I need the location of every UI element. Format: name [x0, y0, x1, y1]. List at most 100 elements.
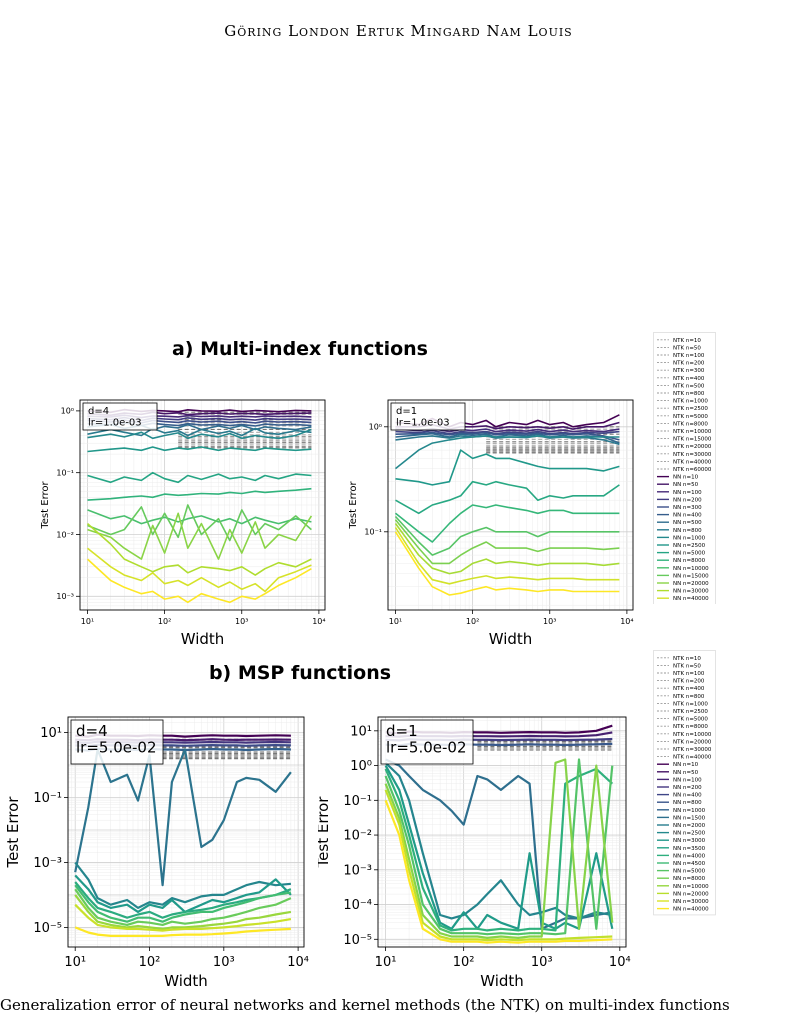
annotation-text: d=1	[386, 722, 418, 740]
legend-entry: NN n=2500	[673, 831, 706, 837]
running-header: Göring London Ertuk Mingard Nam Louis	[0, 22, 797, 40]
x-axis-label: Width	[480, 972, 524, 990]
legend-entry: NN n=50	[673, 770, 699, 776]
legend-entry: NTK n=800	[673, 694, 705, 700]
legend-entry: NN n=4500	[673, 861, 706, 867]
legend-entry: NN n=300	[673, 505, 702, 511]
x-tick-label: 10¹	[375, 955, 397, 970]
legend-entry: NN n=5000	[673, 869, 706, 875]
legend-entry: NN n=200	[673, 497, 702, 503]
legend-entry: NN n=2000	[673, 823, 706, 829]
y-tick-label: 10⁰	[350, 759, 372, 774]
legend-entry: NN n=30000	[673, 589, 709, 595]
y-tick-label: 10⁻⁵	[343, 933, 372, 948]
section-title-multi-index: a) Multi-index functions	[0, 338, 600, 360]
annotation-text: lr=5.0e-02	[76, 739, 157, 757]
x-tick-label: 10¹	[389, 617, 402, 626]
legend-entry: NTK n=300	[673, 368, 705, 374]
legend-entry: NN n=800	[673, 528, 702, 534]
y-axis-label: Test Error	[348, 480, 359, 529]
annotation-text: d=1	[396, 406, 417, 417]
legend-entry: NTK n=15000	[673, 437, 712, 443]
legend-entry: NTK n=200	[673, 361, 705, 367]
x-tick-label: 10¹	[81, 617, 94, 626]
legend-entry: NN n=500	[673, 520, 702, 526]
legend-entry: NTK n=20000	[673, 739, 712, 745]
legend-entry: NTK n=60000	[673, 467, 712, 473]
x-tick-label: 10¹	[64, 955, 86, 970]
legend-entry: NN n=20000	[673, 581, 709, 587]
legend-entry: NN n=1000	[673, 808, 706, 814]
legend-entry: NTK n=5000	[673, 414, 708, 420]
x-tick-label: 10²	[466, 617, 479, 626]
y-axis-label: Test Error	[318, 796, 332, 869]
x-tick-label: 10³	[543, 617, 556, 626]
legend-entry: NTK n=10	[673, 656, 701, 662]
x-tick-label: 10⁴	[609, 955, 631, 970]
legend-entry: NTK n=20000	[673, 444, 712, 450]
y-tick-label: 10⁰	[61, 407, 74, 416]
x-tick-label: 10³	[213, 955, 235, 970]
legend-entry: NTK n=8000	[673, 421, 708, 427]
legend-entry: NN n=100	[673, 490, 702, 496]
legend-entry: NN n=15000	[673, 573, 709, 579]
x-tick-label: 10³	[235, 617, 248, 626]
legend-entry: NTK n=40000	[673, 755, 712, 761]
legend-entry: NN n=2500	[673, 543, 706, 549]
legend-entry: NN n=30000	[673, 899, 709, 905]
x-tick-label: 10²	[453, 955, 475, 970]
legend-entry: NN n=3000	[673, 838, 706, 844]
legend-entry: NTK n=50	[673, 345, 701, 351]
legend-entry: NN n=40000	[673, 596, 709, 602]
x-tick-label: 10²	[158, 617, 171, 626]
legend-entry: NTK n=1000	[673, 701, 708, 707]
legend-entry: NN n=4000	[673, 853, 706, 859]
y-axis-label: Test Error	[40, 480, 51, 529]
legend-entry: NN n=400	[673, 513, 702, 519]
legend-entry: NTK n=400	[673, 376, 705, 382]
legend-entry: NN n=400	[673, 793, 702, 799]
legend-entry: NN n=200	[673, 785, 702, 791]
x-tick-label: 10⁴	[287, 955, 309, 970]
legend-entry: NN n=10	[673, 762, 699, 768]
y-tick-label: 10⁻³	[343, 863, 372, 878]
legend-entry: NTK n=2500	[673, 406, 708, 412]
legend-entry: NN n=8000	[673, 876, 706, 882]
legend-entry: NN n=8000	[673, 558, 706, 564]
annotation-text: lr=1.0e-03	[88, 418, 142, 429]
legend-entry: NTK n=1000	[673, 399, 708, 405]
legend-entry: NTK n=200	[673, 679, 705, 685]
legend-entry: NN n=1000	[673, 535, 706, 541]
legend-entry: NN n=1500	[673, 815, 706, 821]
legend-entry: NTK n=5000	[673, 717, 708, 723]
x-tick-label: 10²	[139, 955, 161, 970]
y-tick-label: 10⁻⁴	[343, 898, 372, 913]
legend-entry: NTK n=500	[673, 383, 705, 389]
y-tick-label: 10⁻²	[56, 530, 74, 539]
x-axis-label: Width	[164, 972, 208, 990]
legend-entry: NTK n=8000	[673, 724, 708, 730]
legend-entry: NTK n=10	[673, 338, 701, 344]
y-tick-label: 10⁻²	[343, 829, 372, 844]
y-axis-label: Test Error	[4, 796, 22, 869]
annotation-text: d=4	[88, 406, 109, 417]
legend-entry: NTK n=2500	[673, 709, 708, 715]
legend-entry: NTK n=50	[673, 663, 701, 669]
legend-entry: NTK n=100	[673, 671, 705, 677]
y-tick-label: 10¹	[40, 726, 62, 741]
x-axis-label: Width	[489, 630, 533, 648]
legend-entry: NN n=3500	[673, 846, 706, 852]
legend-entry: NN n=100	[673, 777, 702, 783]
y-tick-label: 10⁻¹	[343, 794, 372, 809]
legend-entry: NTK n=400	[673, 686, 705, 692]
legend-entry: NN n=10000	[673, 566, 709, 572]
x-axis-label: Width	[181, 630, 225, 648]
legend-entry: NN n=800	[673, 800, 702, 806]
legend-entry: NTK n=40000	[673, 459, 712, 465]
legend-entry: NN n=50	[673, 482, 699, 488]
